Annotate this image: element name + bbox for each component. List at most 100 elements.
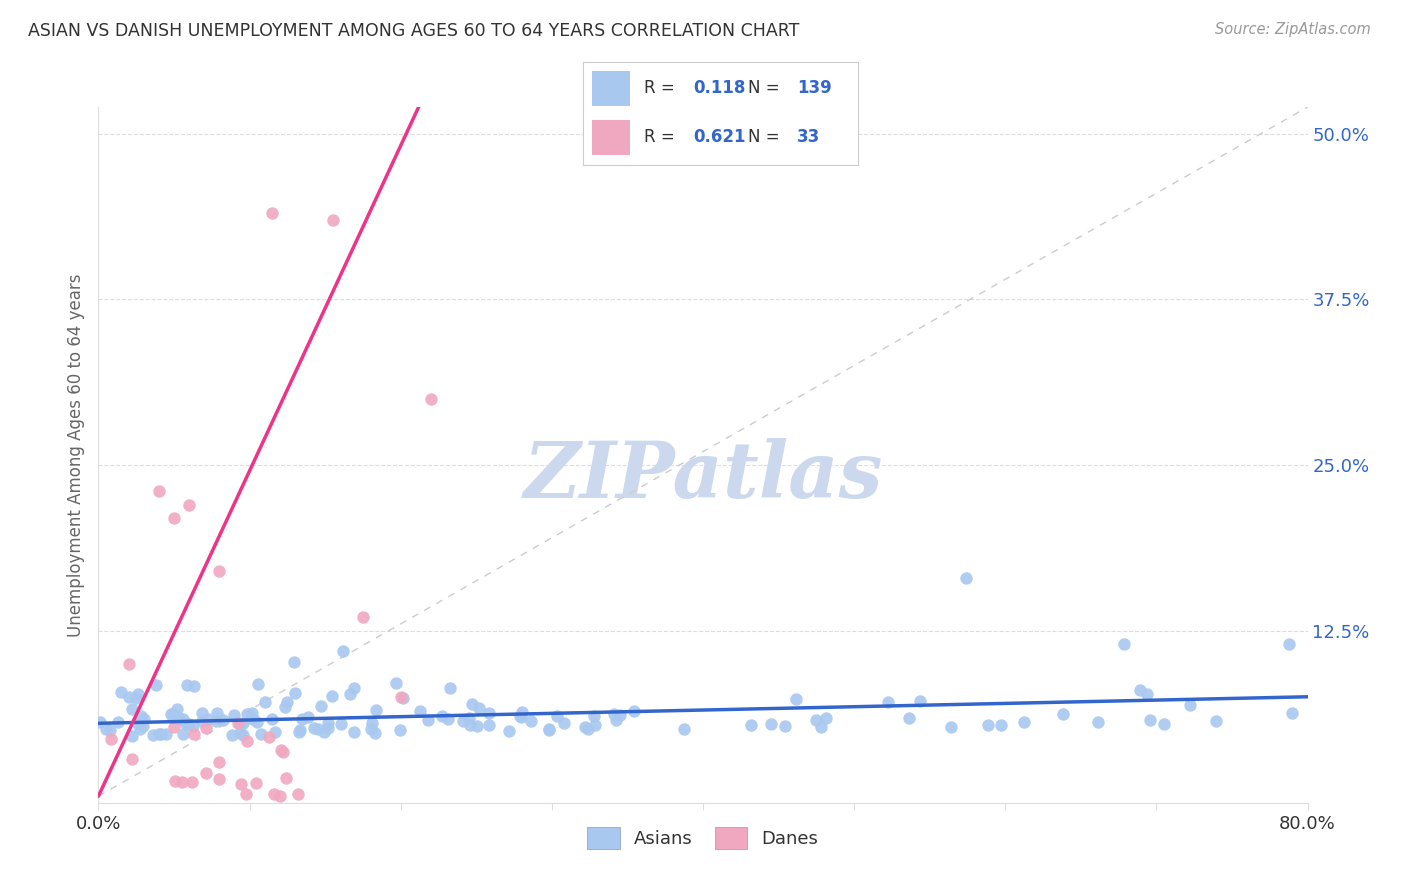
Point <box>352 610 374 624</box>
Text: ASIAN VS DANISH UNEMPLOYMENT AMONG AGES 60 TO 64 YEARS CORRELATION CHART: ASIAN VS DANISH UNEMPLOYMENT AMONG AGES … <box>28 22 800 40</box>
Point <box>1153 717 1175 731</box>
Point <box>121 702 143 716</box>
Y-axis label: Unemployment Among Ages 60 to 64 years: Unemployment Among Ages 60 to 64 years <box>66 273 84 637</box>
Point <box>773 718 796 732</box>
Point <box>316 721 339 735</box>
Point <box>672 722 695 736</box>
Point <box>270 743 292 757</box>
Text: R =: R = <box>644 128 681 146</box>
FancyBboxPatch shape <box>592 120 630 155</box>
Text: 0.118: 0.118 <box>693 79 745 97</box>
Point <box>232 715 254 730</box>
Point <box>307 722 329 736</box>
Point <box>208 755 231 769</box>
Legend: Asians, Danes: Asians, Danes <box>581 820 825 856</box>
Point <box>205 714 228 728</box>
Point <box>232 727 254 741</box>
Point <box>179 498 201 512</box>
Point <box>224 708 246 723</box>
Point <box>361 715 384 730</box>
Point <box>162 707 184 722</box>
Point <box>467 719 489 733</box>
Point <box>142 727 165 741</box>
Point <box>509 708 531 723</box>
Point <box>208 564 231 578</box>
Point <box>183 679 205 693</box>
Point <box>89 714 111 729</box>
Point <box>150 727 173 741</box>
Point <box>127 687 149 701</box>
Point <box>180 774 202 789</box>
Point <box>309 699 332 714</box>
Point <box>169 712 191 726</box>
Point <box>436 712 458 726</box>
Point <box>240 711 263 725</box>
Point <box>538 722 561 736</box>
Point <box>439 681 461 696</box>
Text: 0.621: 0.621 <box>693 128 745 146</box>
Point <box>249 727 271 741</box>
Point <box>274 771 297 785</box>
Point <box>172 726 194 740</box>
Point <box>163 720 186 734</box>
Point <box>418 713 440 727</box>
Point <box>253 694 276 708</box>
Point <box>194 721 217 735</box>
Point <box>603 706 626 721</box>
Point <box>408 704 430 718</box>
Point <box>583 718 606 732</box>
Point <box>364 726 387 740</box>
Point <box>785 691 807 706</box>
Point <box>877 695 900 709</box>
Point <box>740 718 762 732</box>
Point <box>1139 713 1161 727</box>
Point <box>898 711 921 725</box>
Point <box>183 727 205 741</box>
Point <box>229 717 252 731</box>
Point <box>990 718 1012 732</box>
Point <box>118 657 141 671</box>
Point <box>806 713 828 727</box>
Point <box>1012 715 1035 730</box>
Point <box>167 710 190 724</box>
Point <box>420 392 443 406</box>
Point <box>163 511 186 525</box>
Point <box>623 704 645 718</box>
Point <box>191 706 214 721</box>
Text: N =: N = <box>748 79 785 97</box>
Point <box>1136 687 1159 701</box>
Point <box>321 689 343 703</box>
Point <box>269 789 291 803</box>
Point <box>451 714 474 728</box>
Point <box>520 714 543 729</box>
Point <box>155 727 177 741</box>
Point <box>242 712 264 726</box>
Text: N =: N = <box>748 128 785 146</box>
Point <box>460 697 482 711</box>
Point <box>235 787 257 801</box>
Point <box>100 731 122 746</box>
Point <box>174 717 197 731</box>
Text: ZIPatlas: ZIPatlas <box>523 438 883 514</box>
Point <box>941 720 963 734</box>
Point <box>128 723 150 737</box>
Text: R =: R = <box>644 79 681 97</box>
Point <box>1087 714 1109 729</box>
Point <box>127 715 149 730</box>
Point <box>211 713 233 727</box>
Point <box>162 709 184 723</box>
Point <box>287 724 309 739</box>
Point <box>297 710 319 724</box>
Point <box>94 722 117 736</box>
Point <box>339 687 361 701</box>
Point <box>318 716 340 731</box>
Point <box>172 775 194 789</box>
Point <box>478 706 501 720</box>
Point <box>132 712 155 726</box>
Point <box>1278 637 1301 651</box>
Point <box>430 709 453 723</box>
Point <box>228 726 250 740</box>
Point <box>190 714 212 729</box>
Point <box>197 712 219 726</box>
Point <box>576 723 599 737</box>
